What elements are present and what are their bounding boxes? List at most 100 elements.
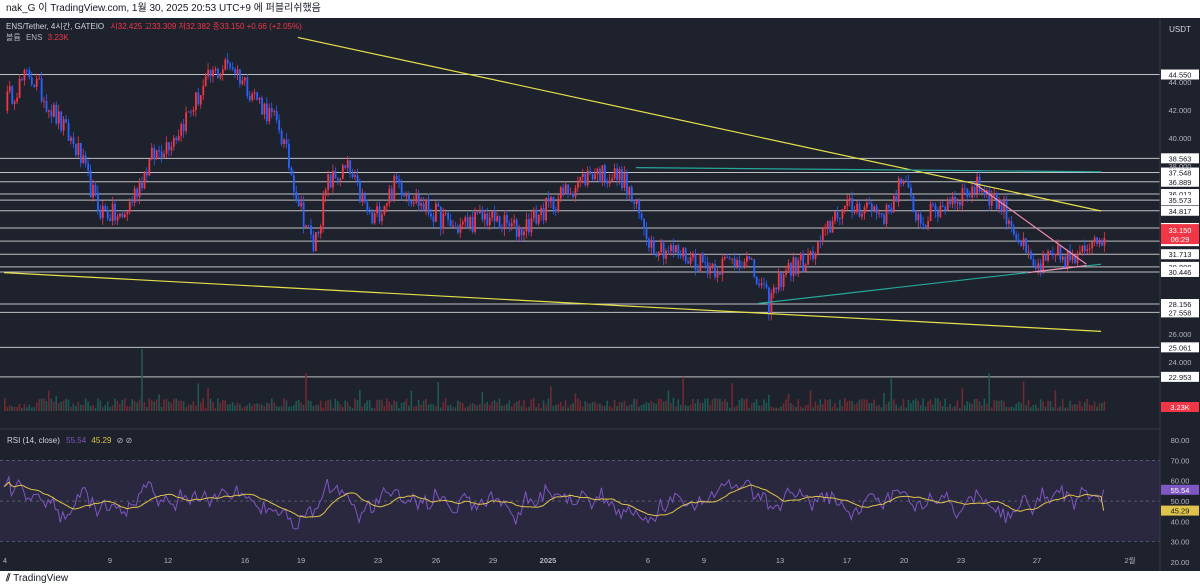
- volume-bar: [731, 383, 733, 411]
- rsi-ma-line: [3, 481, 1105, 518]
- volume-bar: [763, 399, 765, 411]
- volume-bar: [310, 401, 312, 411]
- candle-body: [378, 206, 381, 222]
- candle-body: [589, 170, 592, 175]
- volume-bar: [119, 403, 121, 411]
- volume-bar: [775, 407, 777, 411]
- volume-bar: [743, 399, 746, 411]
- volume-bar: [944, 398, 946, 411]
- candle-body: [243, 77, 246, 81]
- volume-bar: [1083, 402, 1086, 411]
- volume-bar: [697, 399, 699, 411]
- volume-bar: [60, 401, 62, 411]
- candle-body: [910, 187, 912, 197]
- volume-bar: [523, 399, 525, 411]
- candle-body: [748, 256, 751, 260]
- time-label: 27: [1033, 556, 1041, 565]
- volume-bar: [466, 406, 469, 411]
- candle-body: [101, 206, 104, 219]
- volume-bar: [207, 387, 209, 411]
- volume-bar: [506, 403, 508, 411]
- volume-bar: [496, 402, 498, 411]
- level-tag: [1161, 299, 1199, 310]
- candle-body: [119, 213, 121, 217]
- time-label: 23: [957, 556, 965, 565]
- volume-bar: [525, 407, 528, 411]
- volume-bar: [520, 405, 523, 411]
- volume-bar: [315, 404, 317, 411]
- candle-body: [1034, 265, 1037, 269]
- volume-bar: [645, 401, 648, 411]
- volume-bar: [224, 400, 226, 411]
- candle-body: [297, 200, 300, 207]
- pink-wedge-bottom-trendline: [1027, 265, 1087, 274]
- candle-body: [292, 175, 295, 192]
- candle-body: [273, 111, 276, 113]
- volume-bar: [378, 400, 381, 411]
- time-label: 26: [432, 556, 440, 565]
- candle-body: [817, 241, 819, 254]
- volume-bar: [332, 407, 334, 411]
- candle-body: [224, 59, 227, 70]
- candle-body: [57, 111, 60, 124]
- level-label: 35.573: [1169, 196, 1192, 205]
- candle-body: [613, 168, 616, 179]
- volume-bar: [821, 404, 824, 411]
- volume-bar: [995, 400, 998, 411]
- volume-bar: [809, 390, 812, 411]
- volume-bar: [1000, 400, 1003, 411]
- candle-body: [897, 178, 900, 202]
- volume-bar: [599, 403, 601, 411]
- candle-body: [1096, 237, 1099, 244]
- candle-body: [790, 262, 792, 276]
- candle-body: [261, 97, 263, 115]
- volume-bar: [180, 400, 182, 411]
- candle-body: [1010, 220, 1013, 227]
- candle-body: [459, 224, 462, 233]
- volume-bar: [268, 403, 271, 411]
- candle-body: [946, 201, 949, 211]
- volume-bar: [804, 405, 807, 411]
- candle-body: [843, 205, 846, 210]
- volume-bar: [990, 407, 993, 411]
- candle-body: [195, 92, 197, 111]
- candle-body: [403, 195, 405, 197]
- volume-bar: [993, 399, 995, 411]
- candle-body: [381, 214, 383, 222]
- volume-bar: [1005, 406, 1008, 411]
- volume-bar: [895, 404, 897, 411]
- volume-bar: [454, 407, 457, 411]
- candle-body: [826, 221, 829, 228]
- volume-bar: [616, 406, 618, 411]
- candle-body: [332, 170, 334, 188]
- candle-body: [466, 217, 469, 228]
- candle-body: [670, 245, 672, 251]
- candle-body: [82, 155, 85, 163]
- tradingview-logo[interactable]: ⫽ TradingView: [6, 573, 69, 584]
- volume-bar: [701, 402, 704, 411]
- volume-bar: [1064, 407, 1066, 411]
- candle-body: [584, 173, 587, 186]
- candle-body: [23, 70, 26, 81]
- candle-body: [983, 190, 986, 195]
- volume-bar: [677, 399, 680, 411]
- candle-body: [393, 175, 396, 200]
- candle-body: [626, 172, 628, 195]
- candle-body: [501, 226, 503, 230]
- candle-body: [1012, 226, 1015, 235]
- candle-body: [427, 199, 430, 214]
- volume-bar: [709, 404, 711, 411]
- volume-bar: [853, 404, 856, 411]
- candle-body: [907, 181, 910, 188]
- time-label: 19: [297, 556, 305, 565]
- candle-body: [310, 225, 312, 235]
- volume-bar: [902, 398, 905, 411]
- level-tag: [1161, 189, 1199, 200]
- candle-body: [890, 207, 893, 213]
- candle-body: [116, 216, 119, 221]
- candle-body: [16, 97, 19, 102]
- legend-symbol: ENS/Tether, 4시간, GATEIO: [6, 21, 104, 31]
- volume-bar: [425, 398, 427, 411]
